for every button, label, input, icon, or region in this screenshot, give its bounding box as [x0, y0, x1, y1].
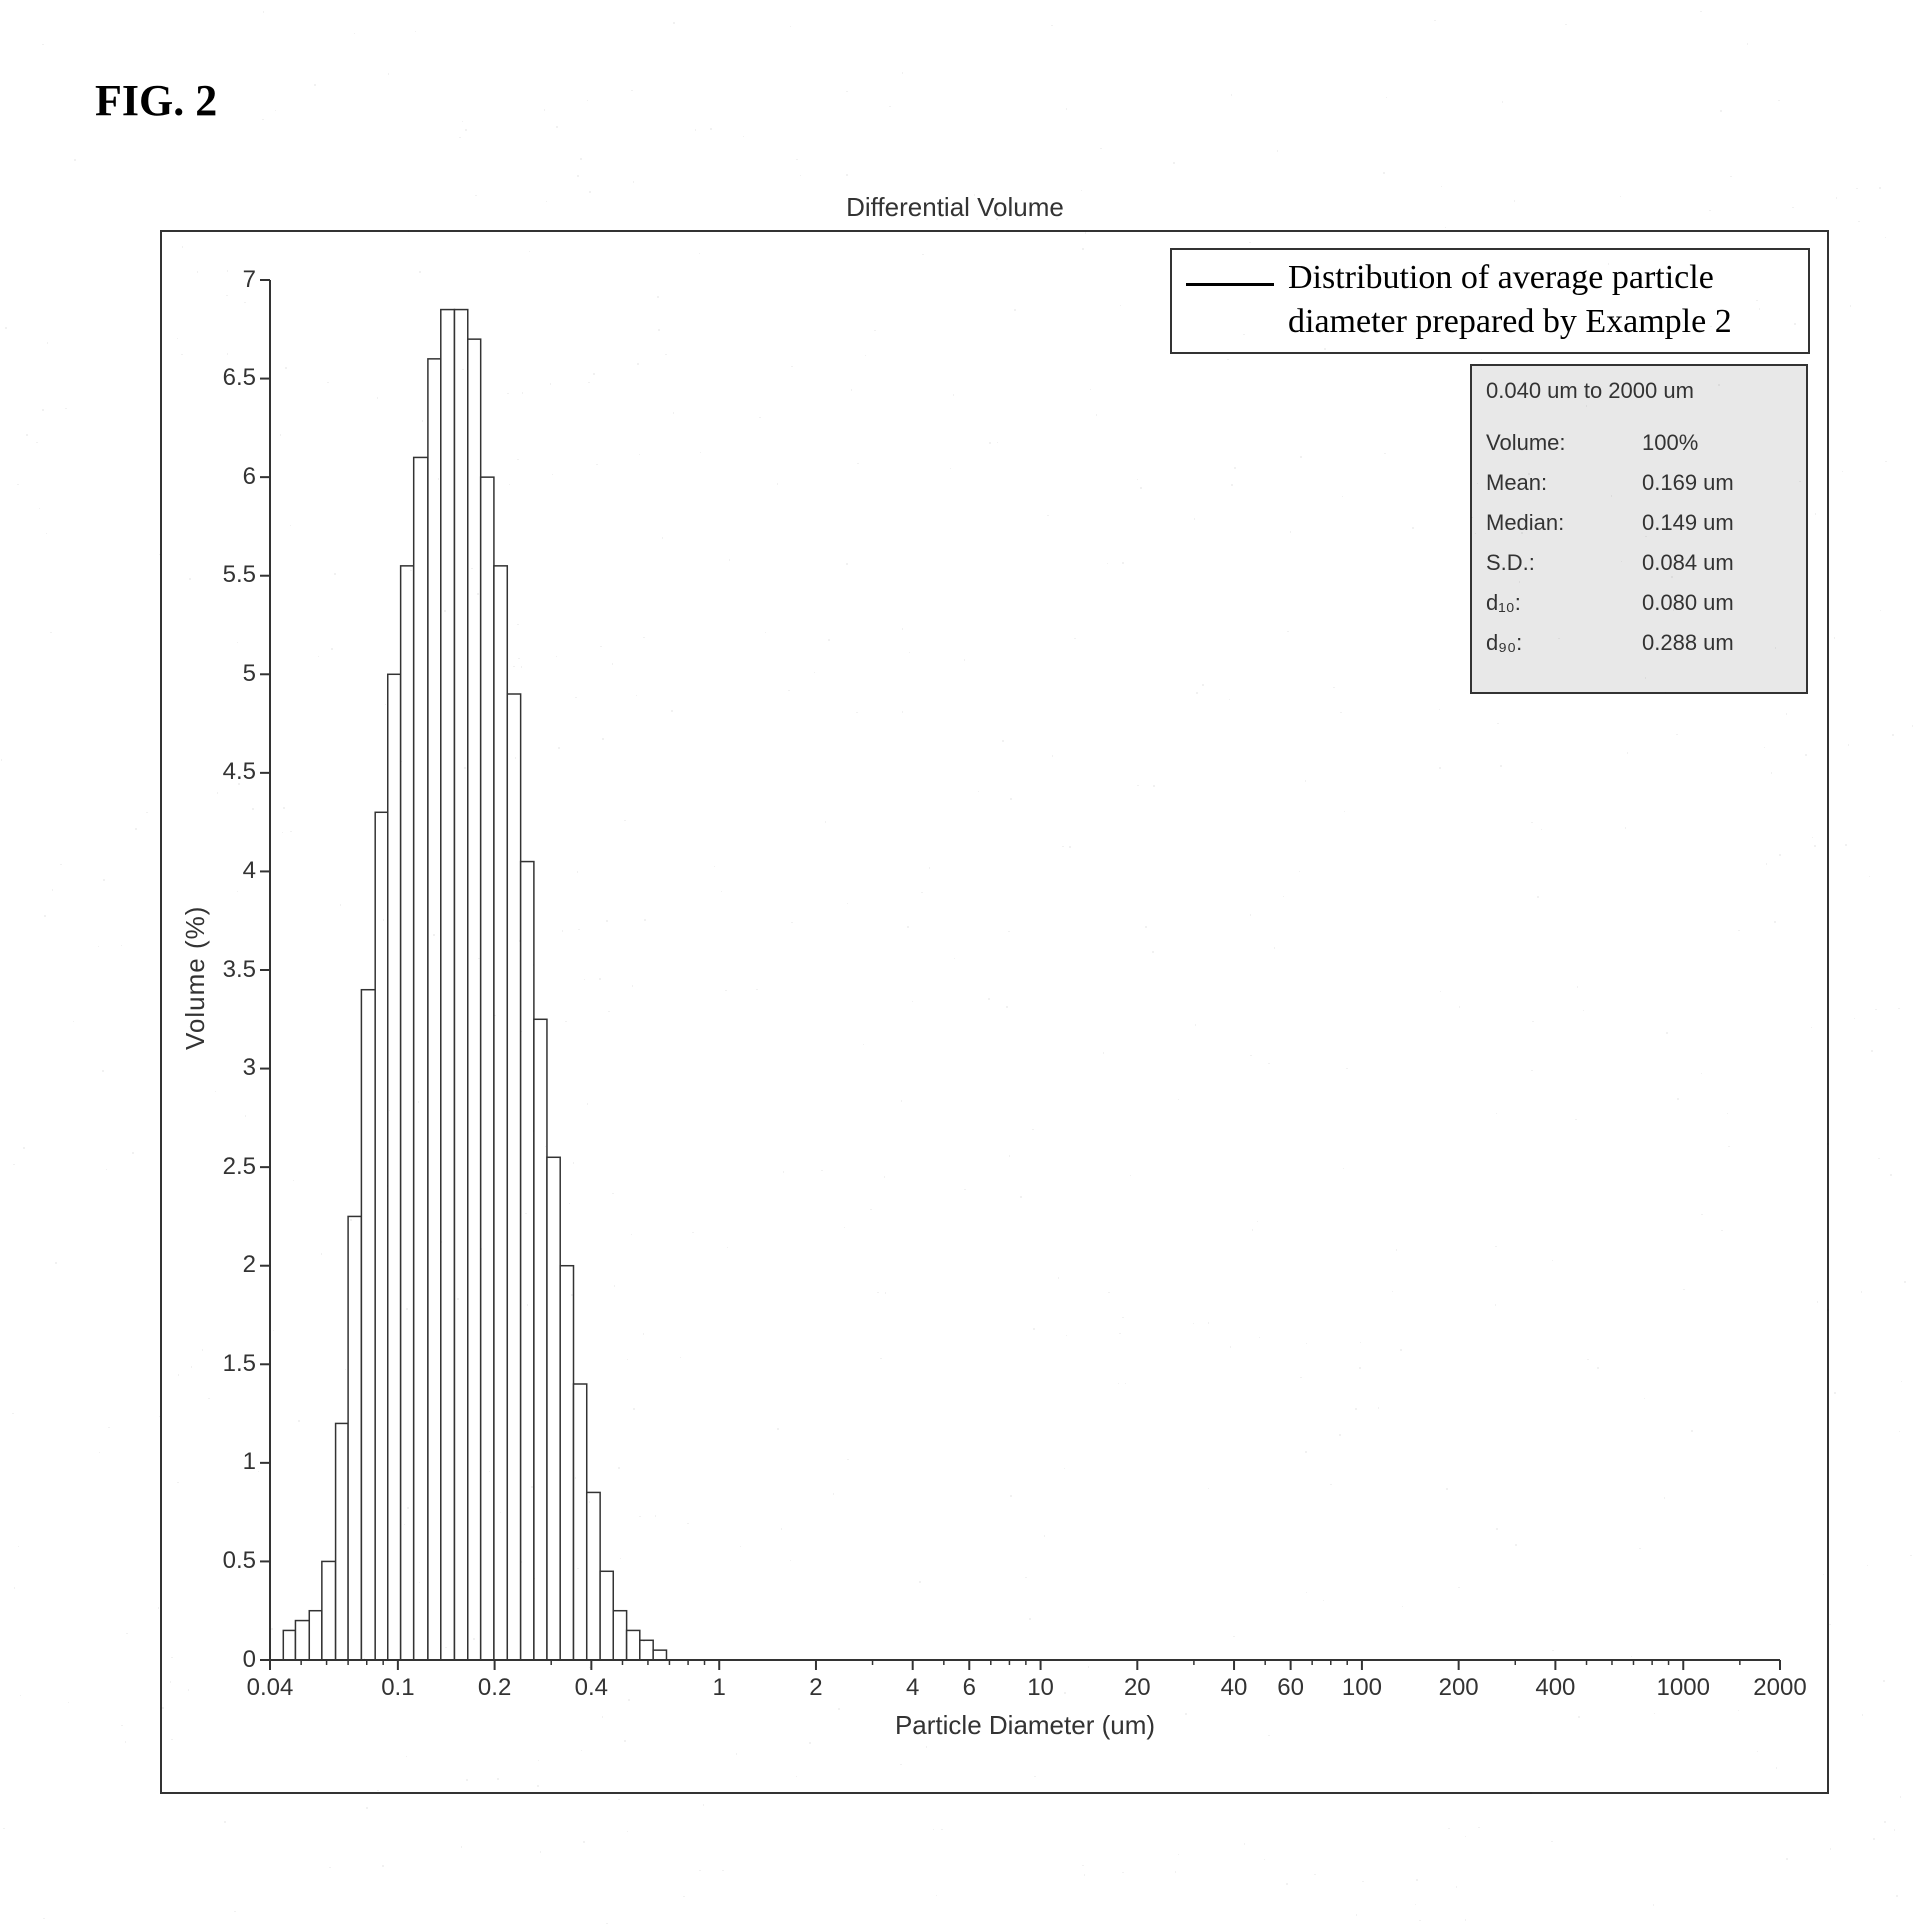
- x-tick-label: 0.2: [455, 1674, 535, 1702]
- stats-label: d₁₀:: [1486, 590, 1521, 616]
- y-tick-label: 0: [196, 1646, 256, 1674]
- y-tick-label: 5.5: [196, 561, 256, 589]
- legend-text-line: diameter prepared by Example 2: [1288, 300, 1732, 344]
- x-tick-label: 0.1: [358, 1674, 438, 1702]
- x-tick-label: 20: [1097, 1674, 1177, 1702]
- y-tick-label: 4: [196, 857, 256, 885]
- figure-label: FIG. 2: [95, 75, 217, 126]
- stats-value: 0.080 um: [1642, 590, 1734, 616]
- y-tick-label: 5: [196, 660, 256, 688]
- x-axis-title: Particle Diameter (um): [865, 1710, 1185, 1741]
- y-tick-label: 1: [196, 1448, 256, 1476]
- x-tick-label: 0.04: [230, 1674, 310, 1702]
- x-tick-label: 2000: [1740, 1674, 1820, 1702]
- stats-label: Mean:: [1486, 470, 1547, 496]
- x-tick-label: 0.4: [551, 1674, 631, 1702]
- y-tick-label: 4.5: [196, 758, 256, 786]
- stats-header: 0.040 um to 2000 um: [1486, 378, 1694, 404]
- y-tick-label: 3.5: [196, 956, 256, 984]
- stats-value: 100%: [1642, 430, 1698, 456]
- chart-title: Differential Volume: [805, 192, 1105, 223]
- stats-panel: 0.040 um to 2000 um Volume: 100% Mean: 0.169…: [1470, 364, 1808, 694]
- legend-text-line: Distribution of average particle: [1288, 256, 1732, 300]
- x-tick-label: 60: [1251, 1674, 1331, 1702]
- y-tick-label: 1.5: [196, 1350, 256, 1378]
- stats-label: d₉₀:: [1486, 630, 1522, 656]
- x-tick-label: 6: [929, 1674, 1009, 1702]
- stats-label: S.D.:: [1486, 550, 1535, 576]
- legend-text: Distribution of average particlediameter…: [1288, 256, 1732, 344]
- page: FIG. 2 Differential Volume Volume (%) Pa…: [0, 0, 1913, 1924]
- stats-value: 0.169 um: [1642, 470, 1734, 496]
- legend-sample-line: [1186, 283, 1274, 286]
- x-tick-label: 1000: [1643, 1674, 1723, 1702]
- x-tick-label: 10: [1001, 1674, 1081, 1702]
- y-tick-label: 0.5: [196, 1547, 256, 1575]
- stats-label: Volume:: [1486, 430, 1566, 456]
- y-tick-label: 7: [196, 266, 256, 294]
- y-tick-label: 6.5: [196, 364, 256, 392]
- x-tick-label: 400: [1515, 1674, 1595, 1702]
- x-tick-label: 1: [679, 1674, 759, 1702]
- stats-value: 0.149 um: [1642, 510, 1734, 536]
- y-tick-label: 3: [196, 1054, 256, 1082]
- stats-value: 0.288 um: [1642, 630, 1734, 656]
- y-tick-label: 6: [196, 463, 256, 491]
- y-tick-label: 2: [196, 1251, 256, 1279]
- stats-label: Median:: [1486, 510, 1564, 536]
- x-tick-label: 100: [1322, 1674, 1402, 1702]
- y-tick-label: 2.5: [196, 1153, 256, 1181]
- x-tick-label: 200: [1419, 1674, 1499, 1702]
- x-tick-label: 2: [776, 1674, 856, 1702]
- stats-value: 0.084 um: [1642, 550, 1734, 576]
